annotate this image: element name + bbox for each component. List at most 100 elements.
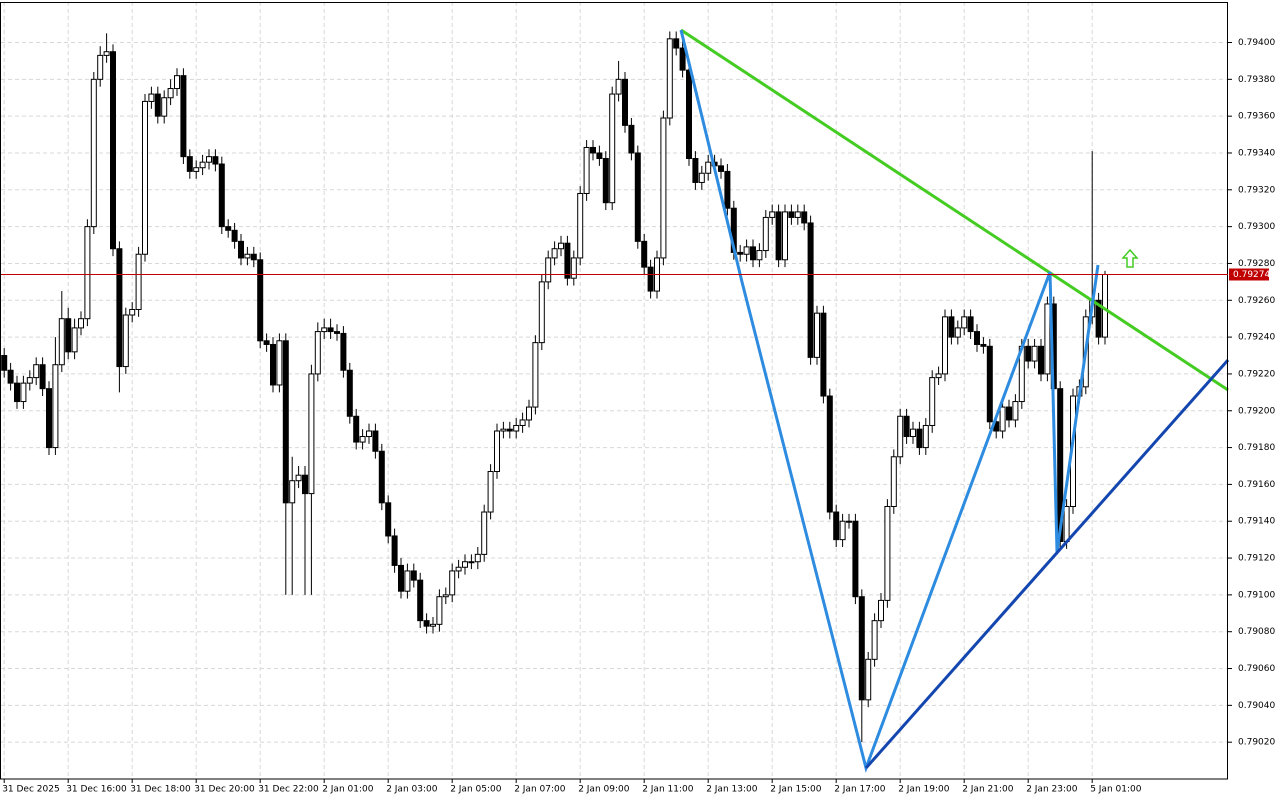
candle-body [46, 388, 52, 449]
y-tick-label: 0.79100 [1238, 590, 1275, 600]
candle-body [551, 248, 558, 259]
candle-body [366, 430, 372, 438]
candle-body [449, 570, 456, 596]
candle-body [750, 246, 756, 261]
candle-body [986, 345, 993, 423]
candle-body [468, 561, 475, 564]
x-tick-label: 2 Jan 19:00 [898, 785, 950, 795]
candle-body [890, 456, 897, 507]
x-tick-label: 31 Dec 22:00 [258, 785, 319, 795]
candle-body [679, 47, 686, 71]
candle-body [142, 100, 148, 255]
candle-body [1012, 401, 1019, 421]
candle-body [436, 596, 443, 625]
y-tick-label: 0.79180 [1238, 443, 1275, 453]
candle-body [327, 327, 334, 333]
candle-body [430, 623, 436, 627]
support-line [864, 359, 1230, 769]
candle-body [660, 117, 667, 259]
candle-body [724, 170, 731, 209]
candle-body [705, 161, 712, 174]
candle-body [308, 373, 315, 495]
candle-body [161, 97, 168, 117]
candle-body [935, 373, 942, 379]
candle-body [884, 505, 891, 601]
candle-body [174, 75, 180, 90]
candle-body [878, 599, 884, 622]
candle-body [500, 428, 507, 432]
candle-body [532, 342, 539, 408]
candle-body [737, 251, 744, 255]
candle-body [206, 156, 212, 163]
candle-body [385, 502, 392, 537]
candle-body [762, 216, 769, 252]
candle-body [110, 51, 116, 250]
x-tick-label: 2 Jan 23:00 [1026, 785, 1078, 795]
candle-body [353, 415, 360, 443]
candle-body [545, 257, 552, 283]
x-tick-label: 31 Dec 20:00 [194, 785, 255, 795]
candle-body [999, 406, 1006, 432]
candle-body [225, 226, 232, 231]
candle-body [814, 312, 820, 358]
x-tick-label: 31 Dec 2025 [2, 785, 60, 795]
candle-body [846, 520, 852, 523]
candle-body [481, 511, 488, 555]
candle-body [602, 158, 609, 204]
y-tick-label: 0.79200 [1238, 406, 1275, 416]
candle-body [967, 316, 974, 333]
candle-body [1102, 274, 1108, 338]
zigzag-line [679, 29, 1100, 774]
candle-body [218, 163, 225, 228]
x-tick-label: 2 Jan 21:00 [962, 785, 1014, 795]
x-tick-label: 31 Dec 16:00 [66, 785, 127, 795]
candle-body [20, 382, 27, 403]
candle-body [596, 152, 603, 160]
candle-body [455, 566, 462, 572]
y-tick-label: 0.79160 [1238, 480, 1275, 490]
candle-body [794, 211, 801, 218]
candle-body [97, 54, 104, 80]
candle-body [590, 146, 596, 154]
candle-body [526, 406, 532, 421]
candle-body [1031, 345, 1038, 362]
candle-body [686, 69, 692, 160]
candle-body [922, 424, 929, 449]
y-tick-label: 0.79320 [1238, 185, 1275, 195]
x-tick-label: 2 Jan 15:00 [770, 785, 822, 795]
candle-body [942, 316, 948, 375]
x-tick-label: 2 Jan 07:00 [514, 785, 566, 795]
x-tick-label: 31 Dec 18:00 [130, 785, 191, 795]
candle-body [154, 93, 161, 117]
y-tick-label: 0.79120 [1238, 554, 1275, 564]
candle-body [410, 570, 417, 581]
x-tick-label: 2 Jan 11:00 [642, 785, 694, 795]
x-tick-label: 2 Jan 09:00 [578, 785, 630, 795]
candle-body [346, 369, 353, 417]
candle-body [506, 428, 513, 432]
y-tick-label: 0.79060 [1238, 664, 1275, 674]
candle-body [1, 355, 8, 371]
candle-body [33, 364, 40, 379]
candle-body [769, 211, 776, 218]
candle-body [1025, 345, 1032, 362]
candle-body [129, 308, 136, 316]
y-tick-label: 0.79240 [1238, 333, 1275, 343]
candle-body [321, 327, 328, 333]
buy-arrow [1121, 248, 1139, 268]
candle-body [1006, 406, 1012, 421]
candle-body [193, 167, 200, 172]
candle-body [609, 93, 616, 204]
y-tick-label: 0.79400 [1238, 38, 1275, 48]
candle-body [743, 246, 750, 255]
y-tick-label: 0.79220 [1238, 369, 1275, 379]
candle-body [1063, 505, 1070, 542]
candle-body [442, 594, 449, 598]
candle-body [103, 51, 110, 56]
candle-body [858, 596, 865, 701]
candle-body [615, 78, 622, 95]
candle-body [494, 430, 500, 473]
candle-body [148, 93, 155, 102]
candle-body [577, 192, 584, 259]
